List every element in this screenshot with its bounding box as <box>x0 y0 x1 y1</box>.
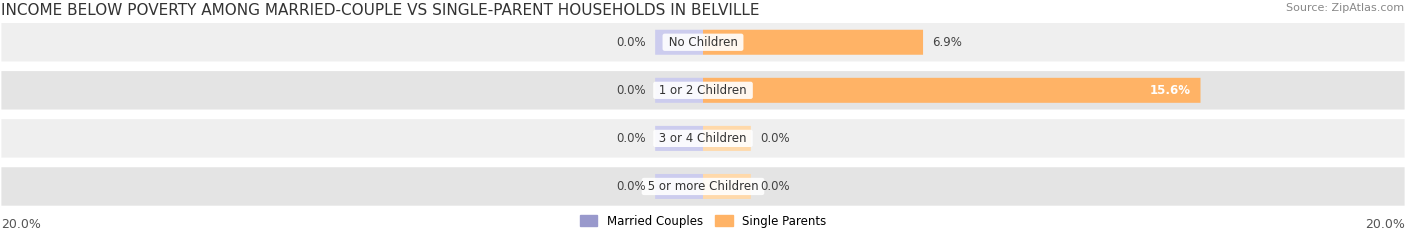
Text: 20.0%: 20.0% <box>1365 218 1405 231</box>
FancyBboxPatch shape <box>1 23 1405 62</box>
FancyBboxPatch shape <box>703 126 751 151</box>
Text: 6.9%: 6.9% <box>932 36 963 49</box>
Legend: Married Couples, Single Parents: Married Couples, Single Parents <box>579 215 827 228</box>
Text: 0.0%: 0.0% <box>761 132 790 145</box>
Text: No Children: No Children <box>665 36 741 49</box>
Text: 5 or more Children: 5 or more Children <box>644 180 762 193</box>
Text: 3 or 4 Children: 3 or 4 Children <box>655 132 751 145</box>
FancyBboxPatch shape <box>1 119 1405 158</box>
Text: 0.0%: 0.0% <box>616 36 645 49</box>
FancyBboxPatch shape <box>655 126 703 151</box>
FancyBboxPatch shape <box>1 71 1405 110</box>
FancyBboxPatch shape <box>655 78 703 103</box>
Text: 0.0%: 0.0% <box>761 180 790 193</box>
FancyBboxPatch shape <box>703 174 751 199</box>
Text: Source: ZipAtlas.com: Source: ZipAtlas.com <box>1286 3 1405 13</box>
FancyBboxPatch shape <box>655 30 703 55</box>
FancyBboxPatch shape <box>1 167 1405 206</box>
Text: 0.0%: 0.0% <box>616 180 645 193</box>
Text: 1 or 2 Children: 1 or 2 Children <box>655 84 751 97</box>
FancyBboxPatch shape <box>703 78 1201 103</box>
Text: 15.6%: 15.6% <box>1150 84 1191 97</box>
Text: INCOME BELOW POVERTY AMONG MARRIED-COUPLE VS SINGLE-PARENT HOUSEHOLDS IN BELVILL: INCOME BELOW POVERTY AMONG MARRIED-COUPL… <box>1 3 759 18</box>
Text: 20.0%: 20.0% <box>1 218 41 231</box>
FancyBboxPatch shape <box>703 30 924 55</box>
Text: 0.0%: 0.0% <box>616 132 645 145</box>
FancyBboxPatch shape <box>655 174 703 199</box>
Text: 0.0%: 0.0% <box>616 84 645 97</box>
